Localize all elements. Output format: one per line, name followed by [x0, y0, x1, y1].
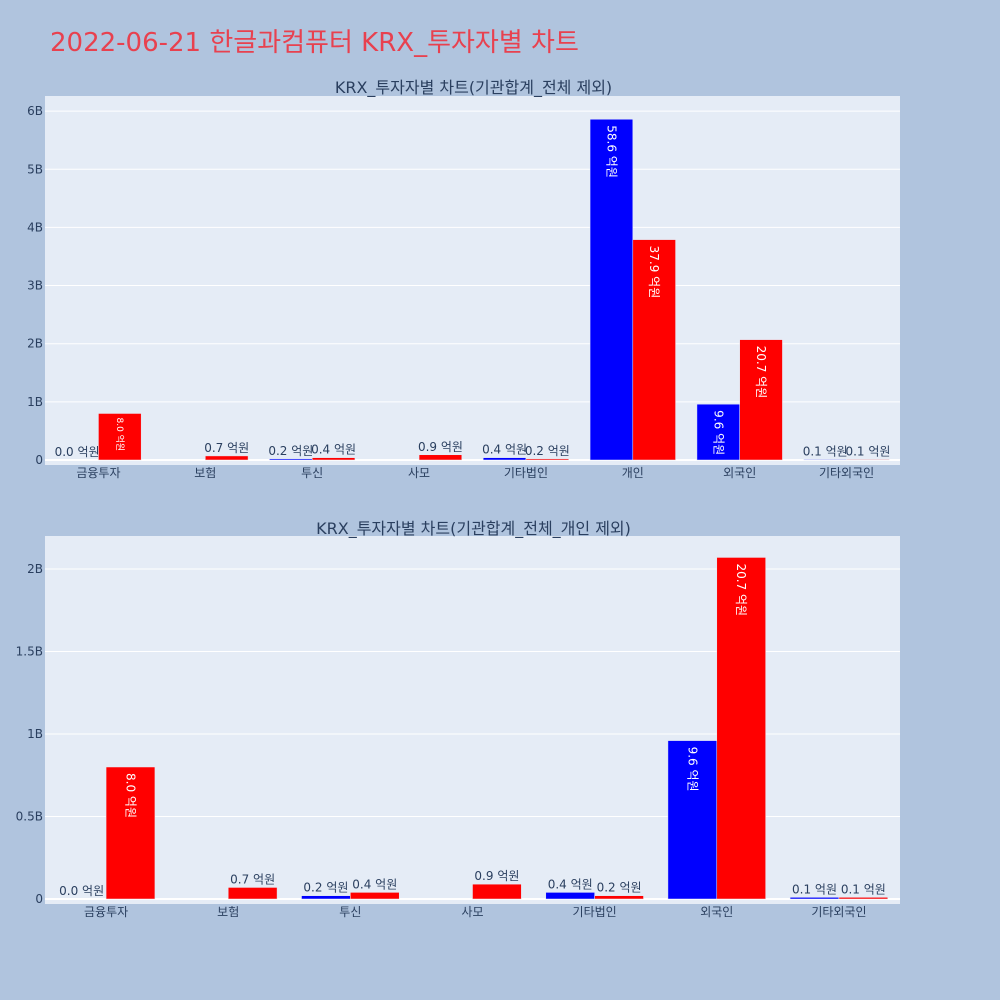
bar-data-label: 0.1 억원 [841, 882, 886, 896]
y-tick-label: 5B [27, 162, 43, 176]
x-tick-label: 사모 [408, 466, 430, 480]
bar [594, 895, 644, 900]
y-tick-label: 2B [27, 337, 43, 351]
bar-data-label: 58.6 억원 [604, 125, 618, 178]
y-tick-label: 2B [27, 562, 43, 576]
x-tick-label: 투신 [301, 466, 323, 480]
y-tick-label: 6B [27, 104, 43, 118]
x-tick-label: 외국인 [723, 466, 756, 480]
x-tick-label: 금융투자 [84, 905, 128, 919]
chart-title: KRX_투자자별 차트(기관합계_전체 제외) [335, 78, 612, 98]
y-tick-label: 1B [27, 395, 43, 409]
bar-data-label: 0.1 억원 [803, 444, 848, 458]
bar [803, 459, 847, 461]
bar-data-label: 0.2 억원 [303, 881, 348, 895]
bar [846, 459, 890, 461]
x-tick-label: 외국인 [700, 905, 733, 919]
bar [418, 454, 463, 461]
x-tick-label: 보험 [194, 466, 216, 480]
bar [105, 766, 156, 900]
bar [838, 897, 889, 900]
bar-data-label: 9.6 억원 [711, 410, 725, 455]
plot-area [45, 536, 900, 904]
bar-data-label: 0.4 억원 [548, 877, 593, 891]
x-tick-label: 기타외국인 [811, 905, 866, 919]
y-tick-label: 1B [27, 727, 43, 741]
bar [269, 458, 313, 461]
y-tick-label: 0 [35, 892, 43, 906]
chart-bottom: 0 0.5B 1B 1.5B 2B KRX_투자자별 차트(기관합계_전체_개인 제외) 금… [16, 519, 900, 919]
bar-data-label: 0.1 억원 [845, 444, 890, 458]
bar [472, 883, 522, 900]
bar-data-label: 0.0 억원 [55, 445, 100, 459]
bar [716, 557, 766, 900]
bar [311, 457, 356, 461]
x-tick-label: 기타법인 [573, 905, 617, 919]
x-tick-label: 기타법인 [504, 466, 548, 480]
bar [739, 339, 783, 461]
y-tick-label: 0 [35, 453, 43, 467]
bar [98, 413, 142, 461]
bar-data-label: 0.9 억원 [418, 440, 463, 454]
bar-data-label: 0.1 억원 [792, 882, 837, 896]
chart-title: KRX_투자자별 차트(기관합계_전체_개인 제외) [316, 519, 631, 539]
x-tick-label: 투신 [339, 905, 361, 919]
bar [632, 239, 676, 461]
bar [667, 740, 718, 900]
bar-data-label: 0.2 억원 [268, 444, 313, 458]
bar-data-label: 8.0 억원 [124, 773, 138, 818]
bar [525, 458, 569, 461]
x-tick-label: 보험 [217, 905, 239, 919]
bar [482, 457, 527, 461]
bar [789, 897, 840, 900]
bar-data-label: 0.2 억원 [525, 444, 570, 458]
bar [227, 887, 278, 900]
y-tick-label: 1.5B [16, 645, 43, 659]
x-tick-label: 사모 [461, 905, 483, 919]
bar-data-label: 37.9 억원 [647, 246, 661, 299]
bar-data-label: 0.7 억원 [230, 872, 275, 886]
x-tick-label: 금융투자 [76, 466, 120, 480]
x-tick-label: 기타외국인 [819, 466, 874, 480]
bar-data-label: 0.4 억원 [352, 877, 397, 891]
bar-data-label: 0.2 억원 [597, 881, 642, 895]
bar [301, 895, 351, 900]
bar [545, 892, 595, 900]
bar [589, 119, 634, 461]
y-tick-label: 3B [27, 279, 43, 293]
x-tick-label: 개인 [622, 466, 644, 480]
bar-data-label: 20.7 억원 [734, 563, 748, 616]
bar-data-label: 0.4 억원 [311, 443, 356, 457]
bar [205, 455, 249, 461]
bar-data-label: 0.4 억원 [482, 443, 527, 457]
bar-data-label: 0.7 억원 [204, 441, 249, 455]
page-title: 2022-06-21 한글과컴퓨터 KRX_투자자별 차트 [50, 28, 579, 58]
bar-data-label: 20.7 억원 [754, 346, 768, 399]
bar-data-label: 0.0 억원 [59, 884, 104, 898]
y-tick-label: 4B [27, 220, 43, 234]
bar [350, 892, 400, 900]
bar-data-label: 0.9 억원 [474, 869, 519, 883]
bar-data-label: 9.6 억원 [685, 747, 699, 792]
bar-data-label: 8.0 억원 [114, 417, 126, 451]
chart-top: 0 1B 2B 3B 4B 5B 6B KRX_투자자별 차트(기관합계_전체 제외) 금융투자… [27, 78, 900, 480]
y-tick-label: 0.5B [16, 810, 43, 824]
bar [696, 403, 740, 461]
